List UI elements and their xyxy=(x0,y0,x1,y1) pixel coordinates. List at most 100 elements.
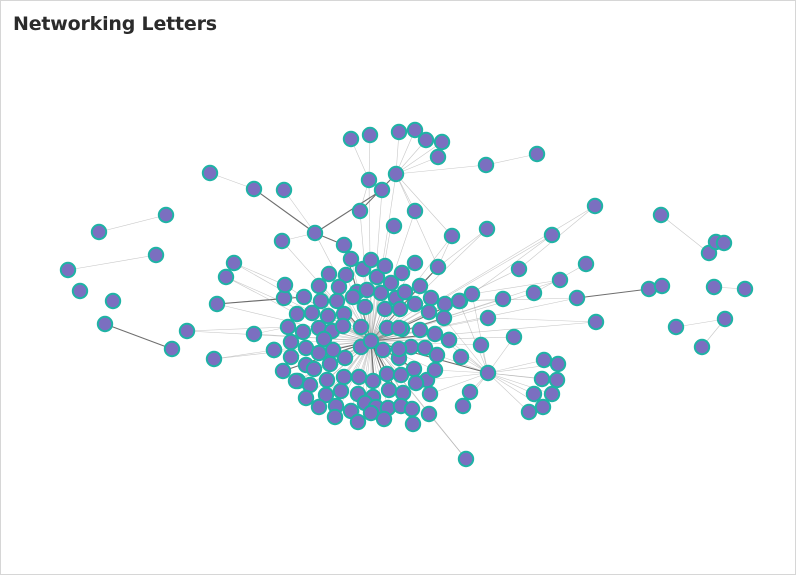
graph-node[interactable] xyxy=(245,325,263,343)
graph-node[interactable] xyxy=(104,292,122,310)
graph-node[interactable] xyxy=(428,346,446,364)
graph-node[interactable] xyxy=(276,276,294,294)
graph-node[interactable] xyxy=(436,295,454,313)
graph-node[interactable] xyxy=(568,289,586,307)
graph-node[interactable] xyxy=(586,197,604,215)
graph-node[interactable] xyxy=(411,277,429,295)
graph-node[interactable] xyxy=(362,404,380,422)
graph-node[interactable] xyxy=(391,300,409,318)
graph-node[interactable] xyxy=(457,450,475,468)
graph-node[interactable] xyxy=(303,304,321,322)
graph-node[interactable] xyxy=(477,156,495,174)
graph-node[interactable] xyxy=(443,227,461,245)
graph-node[interactable] xyxy=(71,282,89,300)
graph-node[interactable] xyxy=(394,384,412,402)
graph-node[interactable] xyxy=(306,224,324,242)
graph-node[interactable] xyxy=(387,165,405,183)
graph-node[interactable] xyxy=(525,385,543,403)
graph-node[interactable] xyxy=(587,313,605,331)
graph-node[interactable] xyxy=(406,202,424,220)
graph-node[interactable] xyxy=(178,322,196,340)
graph-node[interactable] xyxy=(372,284,390,302)
graph-node[interactable] xyxy=(396,283,414,301)
graph-node[interactable] xyxy=(478,220,496,238)
graph-node[interactable] xyxy=(716,310,734,328)
graph-node[interactable] xyxy=(279,318,297,336)
graph-node[interactable] xyxy=(328,292,346,310)
graph-node[interactable] xyxy=(429,148,447,166)
graph-node[interactable] xyxy=(321,355,339,373)
graph-node[interactable] xyxy=(96,315,114,333)
graph-node[interactable] xyxy=(360,171,378,189)
graph-node[interactable] xyxy=(374,341,392,359)
graph-node[interactable] xyxy=(352,318,370,336)
graph-node[interactable] xyxy=(297,389,315,407)
graph-node[interactable] xyxy=(505,328,523,346)
graph-node[interactable] xyxy=(406,295,424,313)
graph-node[interactable] xyxy=(265,341,283,359)
graph-node[interactable] xyxy=(208,295,226,313)
graph-node[interactable] xyxy=(528,145,546,163)
graph-node[interactable] xyxy=(334,317,352,335)
graph-node[interactable] xyxy=(330,278,348,296)
graph-node[interactable] xyxy=(525,284,543,302)
graph-node[interactable] xyxy=(364,372,382,390)
graph-node[interactable] xyxy=(543,385,561,403)
graph-node[interactable] xyxy=(411,321,429,339)
graph-node[interactable] xyxy=(390,340,408,358)
graph-node[interactable] xyxy=(378,365,396,383)
graph-node[interactable] xyxy=(440,331,458,349)
graph-node[interactable] xyxy=(310,398,328,416)
graph-node[interactable] xyxy=(295,288,313,306)
graph-node[interactable] xyxy=(667,318,685,336)
graph-node[interactable] xyxy=(533,370,551,388)
graph-node[interactable] xyxy=(577,255,595,273)
graph-node[interactable] xyxy=(736,280,754,298)
graph-node[interactable] xyxy=(90,223,108,241)
graph-node[interactable] xyxy=(404,415,422,433)
graph-node[interactable] xyxy=(393,264,411,282)
graph-node[interactable] xyxy=(640,280,658,298)
graph-node[interactable] xyxy=(385,217,403,235)
graph-node[interactable] xyxy=(429,258,447,276)
graph-node[interactable] xyxy=(335,236,353,254)
graph-node[interactable] xyxy=(282,348,300,366)
graph-node[interactable] xyxy=(535,351,553,369)
graph-node[interactable] xyxy=(549,355,567,373)
graph-node[interactable] xyxy=(406,121,424,139)
graph-node[interactable] xyxy=(407,374,425,392)
graph-node[interactable] xyxy=(520,403,538,421)
graph-node[interactable] xyxy=(417,131,435,149)
graph-node[interactable] xyxy=(59,261,77,279)
graph-node[interactable] xyxy=(715,234,733,252)
graph-node[interactable] xyxy=(454,397,472,415)
graph-node[interactable] xyxy=(450,292,468,310)
graph-node[interactable] xyxy=(294,323,312,341)
graph-node[interactable] xyxy=(382,274,400,292)
graph-node[interactable] xyxy=(275,181,293,199)
graph-node[interactable] xyxy=(534,398,552,416)
graph-node[interactable] xyxy=(426,325,444,343)
graph-node[interactable] xyxy=(335,368,353,386)
graph-node[interactable] xyxy=(426,361,444,379)
graph-node[interactable] xyxy=(361,126,379,144)
graph-node[interactable] xyxy=(305,360,323,378)
graph-node[interactable] xyxy=(273,232,291,250)
graph-node[interactable] xyxy=(332,382,350,400)
graph-node[interactable] xyxy=(376,257,394,275)
graph-node[interactable] xyxy=(147,246,165,264)
graph-node[interactable] xyxy=(312,292,330,310)
graph-node[interactable] xyxy=(274,362,292,380)
graph-node[interactable] xyxy=(368,268,386,286)
graph-node[interactable] xyxy=(452,348,470,366)
graph-node[interactable] xyxy=(405,360,423,378)
graph-node[interactable] xyxy=(351,202,369,220)
graph-node[interactable] xyxy=(288,305,306,323)
graph-node[interactable] xyxy=(342,250,360,268)
graph-node[interactable] xyxy=(422,289,440,307)
graph-node[interactable] xyxy=(420,303,438,321)
graph-node[interactable] xyxy=(163,340,181,358)
graph-node[interactable] xyxy=(406,254,424,272)
graph-node[interactable] xyxy=(548,371,566,389)
graph-node[interactable] xyxy=(373,181,391,199)
